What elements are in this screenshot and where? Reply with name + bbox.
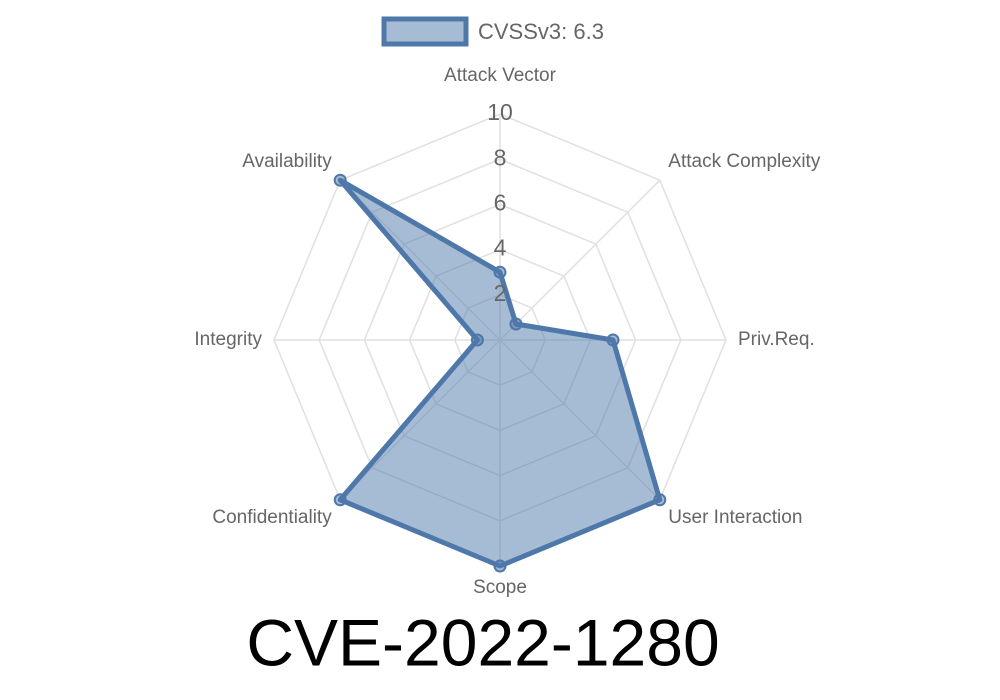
data-point [470,333,484,347]
data-point [333,493,347,507]
data-point [493,265,507,279]
r-tick-label: 8 [494,144,507,170]
axis-label: Attack Complexity [668,151,821,172]
r-tick-label: 10 [487,99,513,125]
axis-label: User Interaction [668,507,802,528]
data-point [333,173,347,187]
legend-swatch [381,16,469,47]
legend-label: CVSSv3: 6.3 [478,19,604,44]
axis-label: Availability [242,151,332,172]
data-point [493,559,507,573]
chart-title: CVE-2022-1280 [246,605,719,679]
axis-label: Attack Vector [444,65,557,86]
axis-label: Confidentiality [212,507,332,528]
r-tick-label: 4 [494,235,507,261]
tick-labels: 2 4 6 8 10 [487,99,513,306]
data-point [509,317,523,331]
r-tick-label: 6 [494,189,507,215]
axis-label: Priv.Req. [738,329,815,350]
spoke [499,179,661,341]
plot-area [333,173,667,573]
axis-label: Integrity [194,329,262,350]
data-point [653,493,667,507]
axis-label: Scope [473,577,527,598]
data-point [606,333,620,347]
r-tick-label: 2 [494,280,507,306]
